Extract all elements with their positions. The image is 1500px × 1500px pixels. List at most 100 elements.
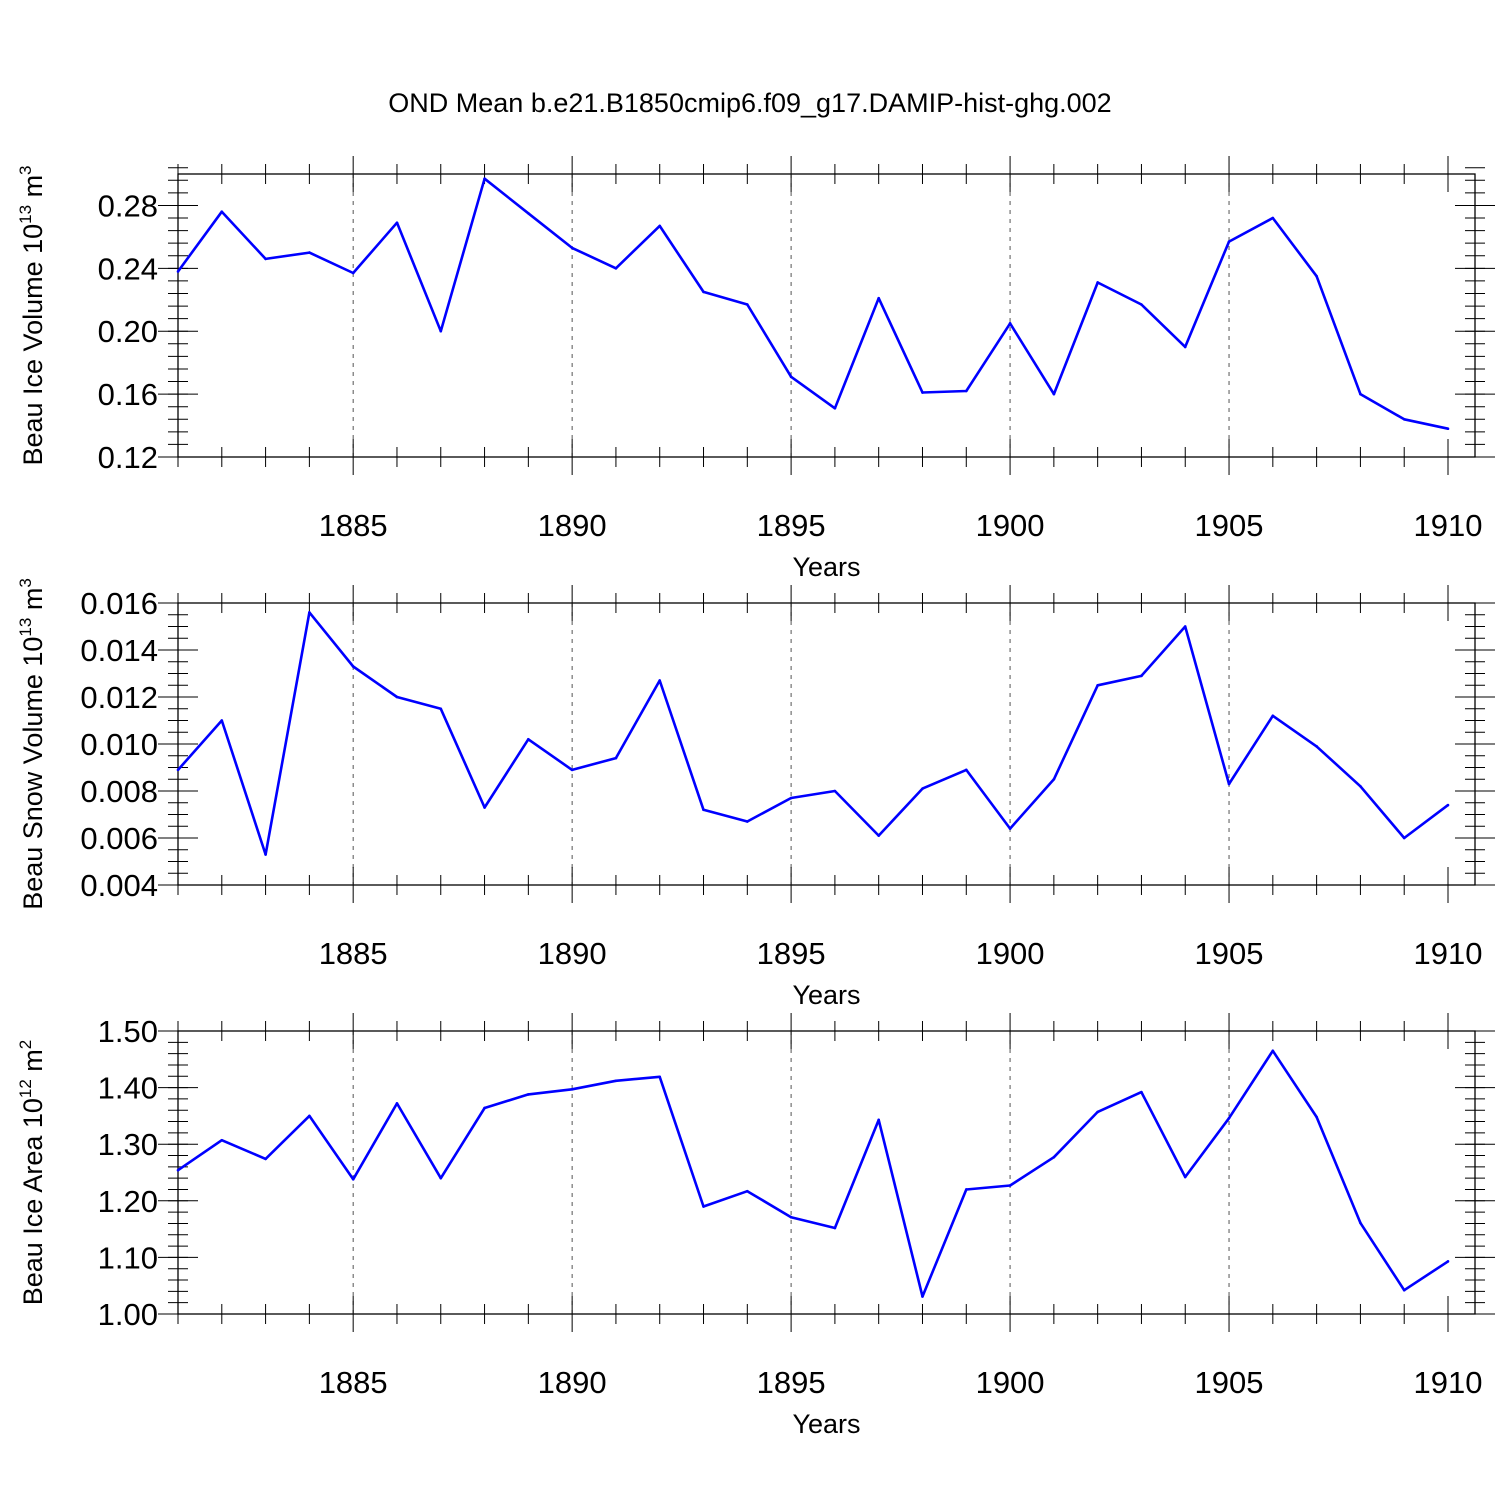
- y-tick-label: 0.006: [80, 821, 158, 856]
- data-point: [351, 271, 355, 275]
- data-point: [614, 756, 618, 760]
- x-tick-label: 1890: [538, 936, 607, 971]
- data-point: [702, 1205, 705, 1208]
- data-point: [1315, 274, 1318, 278]
- data-point: [1402, 417, 1406, 421]
- data-point: [658, 224, 662, 228]
- data-point: [702, 290, 705, 294]
- x-tick-label: 1900: [976, 508, 1045, 543]
- data-point: [833, 789, 837, 793]
- data-point: [746, 303, 749, 306]
- data-point: [1008, 322, 1012, 325]
- y-tick-label: 0.20: [98, 314, 158, 349]
- data-point: [1227, 1116, 1231, 1120]
- data-point: [658, 679, 662, 682]
- data-point: [1446, 1260, 1450, 1263]
- data-point: [1096, 683, 1099, 687]
- y-tick-label: 0.24: [98, 251, 158, 286]
- panel-2: 1885 1890 1895 1900 1905 1910 Years 0.004 0.006 0…: [16, 578, 1495, 1010]
- data-point: [1183, 1175, 1187, 1179]
- x-tick-label: 1900: [976, 936, 1045, 971]
- data-point: [1271, 714, 1275, 718]
- panel-1: 1885 1890 1895 1900 1905 1910 Years 0.12 0.16 0.2…: [16, 156, 1495, 582]
- data-point: [877, 834, 880, 837]
- data-point: [308, 1114, 311, 1118]
- data-point: [1315, 1115, 1318, 1119]
- data-point: [1140, 303, 1143, 306]
- data-point: [1402, 836, 1406, 840]
- data-point: [614, 267, 618, 270]
- data-point: [1052, 777, 1056, 781]
- data-point: [1183, 625, 1187, 628]
- data-point: [1402, 1288, 1406, 1292]
- data-point: [220, 210, 224, 214]
- data-point: [308, 251, 311, 254]
- data-point: [789, 796, 793, 800]
- y-tick-label: 0.012: [80, 680, 158, 715]
- data-point: [921, 787, 924, 790]
- data-point: [395, 1102, 399, 1105]
- x-axis-label: Years: [792, 1409, 860, 1439]
- data-point: [921, 1295, 924, 1298]
- data-point: [746, 820, 749, 823]
- y-tick-label: 0.16: [98, 377, 158, 412]
- data-point: [789, 375, 793, 379]
- data-point: [833, 1226, 837, 1230]
- data-point: [570, 1087, 574, 1091]
- data-point: [1140, 1090, 1143, 1094]
- panel-3: 1885 1890 1895 1900 1905 1910 Years 1.00 1.10 1.2…: [16, 1013, 1495, 1439]
- plot-frame: [177, 173, 1476, 458]
- series-line: [176, 177, 1449, 430]
- y-axis-label: Beau Ice Area 1012 m2: [16, 1040, 48, 1306]
- data-point: [1183, 345, 1187, 349]
- data-point: [1227, 782, 1231, 786]
- data-point: [1359, 785, 1362, 788]
- data-point: [1315, 745, 1318, 748]
- data-point: [176, 1168, 180, 1172]
- data-point: [1052, 392, 1056, 396]
- y-tick-label: 0.014: [80, 633, 158, 668]
- data-point: [570, 246, 574, 250]
- data-point: [527, 212, 530, 215]
- data-point: [527, 738, 530, 741]
- data-point: [483, 806, 486, 809]
- series-line: [177, 611, 1449, 856]
- data-point: [1008, 827, 1012, 830]
- data-point: [351, 665, 355, 668]
- y-tick-label: 0.008: [80, 774, 158, 809]
- data-point: [1008, 1184, 1012, 1187]
- data-point: [1359, 1221, 1362, 1225]
- data-point: [833, 406, 837, 410]
- x-tick-label: 1890: [538, 1365, 607, 1400]
- data-point: [877, 1118, 880, 1122]
- data-point: [1446, 427, 1450, 431]
- y-tick-label: 0.010: [80, 727, 158, 762]
- x-tick-label: 1885: [319, 508, 388, 543]
- data-point: [308, 611, 311, 614]
- data-point: [1271, 216, 1275, 220]
- figure-title: OND Mean b.e21.B1850cmip6.f09_g17.DAMIP-…: [388, 88, 1111, 118]
- data-point: [439, 707, 443, 711]
- y-tick-label: 1.00: [98, 1297, 158, 1332]
- x-tick-label: 1900: [976, 1365, 1045, 1400]
- data-point: [176, 768, 180, 772]
- y-tick-label: 1.40: [98, 1071, 158, 1106]
- data-point: [395, 221, 399, 225]
- x-tick-label: 1905: [1195, 936, 1264, 971]
- y-axis-label: Beau Ice Volume 1013 m3: [16, 165, 48, 465]
- y-tick-label: 1.50: [98, 1014, 158, 1049]
- y-tick-label: 1.10: [98, 1240, 158, 1275]
- x-axis-label: Years: [792, 980, 860, 1010]
- data-point: [614, 1079, 618, 1083]
- data-point: [702, 808, 705, 812]
- y-axis-label: Beau Snow Volume 1013 m3: [16, 578, 48, 910]
- data-point: [658, 1075, 662, 1079]
- x-tick-label: 1910: [1414, 936, 1483, 971]
- data-point: [1227, 240, 1231, 243]
- data-point: [439, 329, 443, 333]
- data-point: [1140, 674, 1143, 678]
- y-tick-label: 1.20: [98, 1184, 158, 1219]
- data-point: [264, 1157, 267, 1161]
- data-point: [395, 695, 399, 699]
